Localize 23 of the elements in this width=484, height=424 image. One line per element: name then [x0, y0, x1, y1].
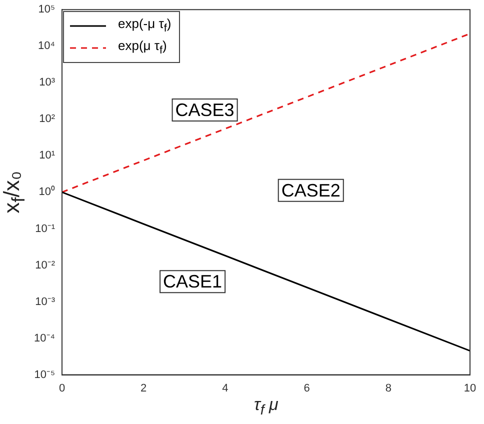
annotation: CASE2 — [281, 180, 340, 200]
x-tick-label: 2 — [140, 382, 147, 394]
y-tick-label: 10⁵ — [38, 4, 55, 16]
x-tick-label: 8 — [385, 382, 392, 394]
annotation: CASE3 — [175, 100, 234, 120]
y-tick-label: 10⁻⁴ — [34, 332, 56, 344]
y-tick-label: 10⁰ — [38, 185, 55, 198]
y-tick-label: 10³ — [39, 76, 56, 89]
y-tick-label: 10⁻¹ — [35, 222, 56, 235]
y-tick-label: 10⁻² — [35, 259, 56, 272]
x-tick-label: 0 — [58, 382, 66, 394]
x-tick-label: 4 — [222, 382, 228, 394]
y-tick-label: 10⁻⁵ — [34, 368, 55, 381]
x-tick-label: 6 — [304, 382, 310, 394]
legend-label: exp(μ τ$_{f}$) — [118, 38, 167, 57]
y-tick-label: 10¹ — [39, 150, 56, 162]
y-tick-label: 10⁻³ — [35, 296, 56, 308]
legend-label: exp(-μ τ$_{f}$) — [118, 16, 172, 35]
y-tick-label: 10² — [39, 113, 56, 126]
x-tick-label: 10 — [464, 382, 476, 394]
y-tick-label: 10⁴ — [38, 40, 56, 52]
x-axis-title: τ$_{f}$ μ — [254, 394, 278, 418]
annotation: CASE1 — [163, 272, 222, 292]
